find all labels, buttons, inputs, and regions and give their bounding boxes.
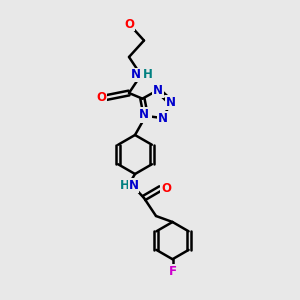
- Text: O: O: [161, 182, 171, 195]
- Text: H: H: [120, 178, 130, 192]
- Text: N: N: [166, 96, 176, 109]
- Text: F: F: [169, 265, 176, 278]
- Text: N: N: [153, 84, 163, 97]
- Text: H: H: [143, 68, 152, 82]
- Text: N: N: [130, 68, 141, 82]
- Text: N: N: [128, 178, 139, 192]
- Text: O: O: [96, 91, 106, 104]
- Text: O: O: [124, 17, 134, 31]
- Text: N: N: [141, 110, 151, 122]
- Text: N: N: [139, 108, 149, 121]
- Text: N: N: [158, 112, 168, 124]
